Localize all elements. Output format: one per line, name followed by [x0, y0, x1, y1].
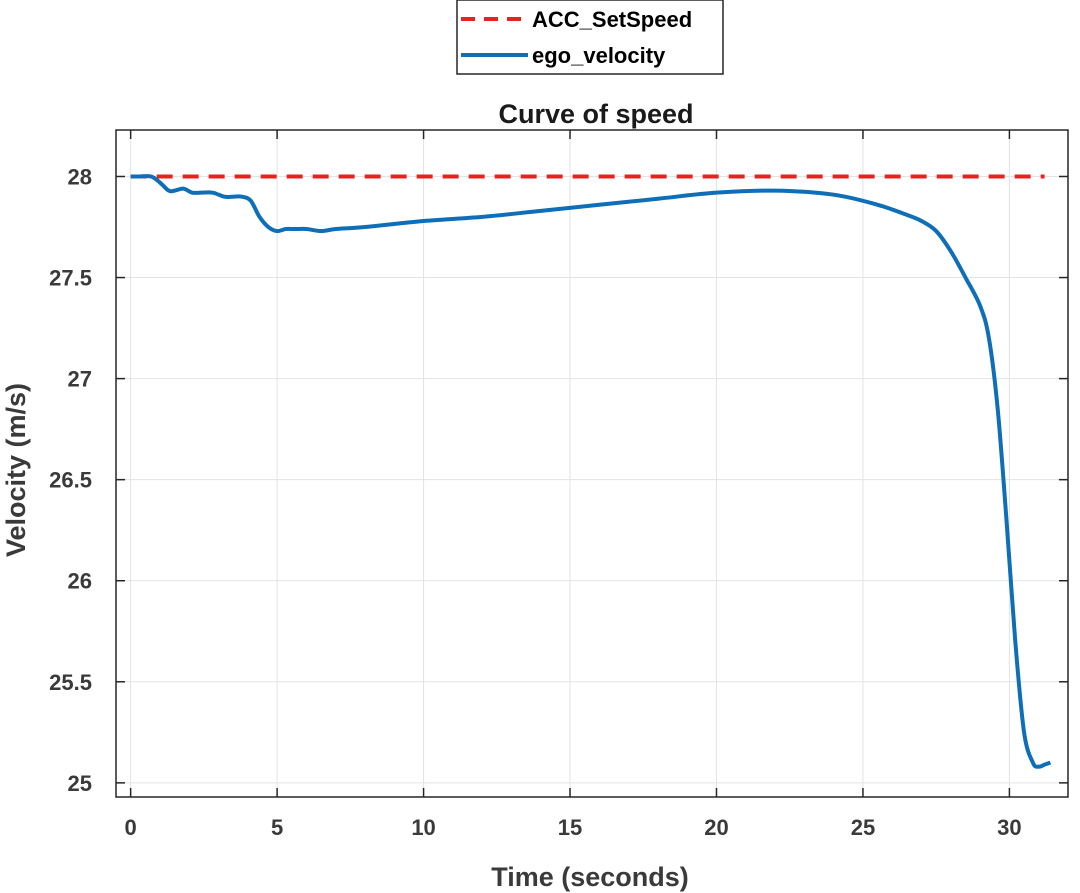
- legend-label-ego-velocity: ego_velocity: [532, 43, 666, 68]
- y-tick-label: 27.5: [49, 266, 92, 291]
- series-layer: [130, 174, 1052, 769]
- chart-title: Curve of speed: [498, 99, 693, 129]
- x-tick-label: 5: [271, 815, 283, 840]
- x-tick-label: 30: [997, 815, 1021, 840]
- plot-frame: [115, 129, 1069, 798]
- y-tick-label: 28: [68, 164, 92, 189]
- legend-label-acc-setspeed: ACC_SetSpeed: [532, 7, 692, 32]
- legend: ACC_SetSpeed ego_velocity: [456, 0, 724, 75]
- x-tick-label: 10: [411, 815, 435, 840]
- x-tick-label: 20: [704, 815, 728, 840]
- grid-layer: [116, 130, 1068, 797]
- y-tick-label: 25.5: [49, 670, 92, 695]
- y-tick-label: 25: [68, 771, 92, 796]
- y-tick-label: 26: [68, 569, 92, 594]
- y-tick-label: 26.5: [49, 468, 92, 493]
- x-tick-label: 25: [851, 815, 875, 840]
- x-tick-label: 15: [558, 815, 582, 840]
- series-line-ego-velocity: [130, 174, 1052, 769]
- x-axis-label: Time (seconds): [491, 862, 689, 892]
- y-tick-label: 27: [68, 367, 92, 392]
- x-tick-label: 0: [125, 815, 137, 840]
- legend-box: [456, 0, 724, 75]
- y-axis-label: Velocity (m/s): [1, 383, 31, 557]
- tick-layer: 0 5 10 15 20 25 30 25 25.5 26 26.5 27 27.5 28: [49, 130, 1068, 840]
